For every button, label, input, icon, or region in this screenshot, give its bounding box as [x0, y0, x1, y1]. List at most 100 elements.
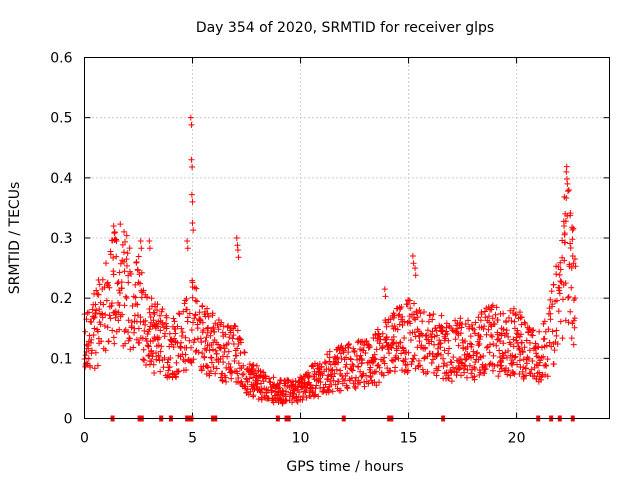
data-point: [507, 372, 514, 379]
data-point: [483, 344, 490, 351]
data-point: [412, 272, 419, 279]
data-point: [198, 339, 205, 346]
data-point: [82, 328, 89, 335]
data-point: [346, 341, 353, 348]
data-point: [365, 380, 372, 387]
data-point: [571, 324, 578, 331]
data-point: [213, 365, 220, 372]
data-point: [522, 365, 529, 372]
data-point: [505, 347, 512, 354]
data-point: [344, 370, 351, 377]
data-point: [159, 306, 166, 313]
data-point: [559, 296, 566, 303]
data-point: [183, 366, 190, 373]
data-point: [402, 356, 409, 363]
data-point: [522, 320, 529, 327]
data-point: [306, 372, 313, 379]
data-point: [487, 341, 494, 348]
data-point: [234, 370, 241, 377]
data-point: [225, 360, 232, 367]
data-point: [486, 349, 493, 356]
data-point: [366, 342, 373, 349]
data-point: [145, 343, 152, 350]
data-point: [228, 368, 235, 375]
data-point: [503, 327, 510, 334]
data-point: [395, 312, 402, 319]
data-point: [88, 350, 95, 357]
data-point: [352, 385, 359, 392]
data-point: [205, 313, 212, 320]
data-point: [123, 262, 130, 269]
data-point: [457, 315, 464, 322]
data-point: [235, 374, 242, 381]
data-point: [481, 323, 488, 330]
data-point: [570, 317, 577, 324]
data-point: [189, 319, 196, 326]
data-point: [182, 334, 189, 341]
data-point: [461, 369, 468, 376]
data-point: [179, 329, 186, 336]
data-point: [569, 226, 576, 233]
data-point: [317, 379, 324, 386]
data-point: [225, 340, 232, 347]
data-point: [435, 363, 442, 370]
data-point: [137, 314, 144, 321]
data-point: [108, 300, 115, 307]
data-point: [387, 367, 394, 374]
data-point: [514, 327, 521, 334]
data-point: [549, 328, 556, 335]
data-point: [328, 367, 335, 374]
data-point: [537, 357, 544, 364]
data-point: [135, 325, 142, 332]
data-point: [371, 356, 378, 363]
data-point: [387, 344, 394, 351]
data-point: [116, 269, 123, 276]
data-point: [512, 312, 519, 319]
data-point: [452, 336, 459, 343]
data-point: [223, 378, 230, 385]
data-point: [164, 359, 171, 366]
data-point: [194, 325, 201, 332]
data-point: [146, 351, 153, 358]
data-point: [561, 230, 568, 237]
data-point: [361, 342, 368, 349]
data-point: [529, 332, 536, 339]
data-point: [149, 353, 156, 360]
data-point: [189, 198, 196, 205]
data-point: [429, 334, 436, 341]
data-point: [396, 311, 403, 318]
data-point: [517, 314, 524, 321]
data-point: [459, 337, 466, 344]
data-point: [108, 302, 115, 309]
data-point: [257, 368, 264, 375]
data-point: [307, 381, 314, 388]
data-point: [379, 343, 386, 350]
data-point: [363, 337, 370, 344]
data-point: [570, 260, 577, 267]
data-point: [172, 373, 179, 380]
data-point: [242, 383, 249, 390]
data-point: [150, 317, 157, 324]
data-point: [434, 367, 441, 374]
data-point: [277, 396, 284, 403]
data-point: [113, 253, 120, 260]
data-point: [437, 344, 444, 351]
data-point: [359, 346, 366, 353]
data-point: [213, 350, 220, 357]
data-point: [145, 328, 152, 335]
data-point: [487, 321, 494, 328]
data-point: [100, 301, 107, 308]
data-point: [283, 388, 290, 395]
data-point: [152, 350, 159, 357]
data-point: [326, 354, 333, 361]
data-point: [176, 311, 183, 318]
data-point: [191, 336, 198, 343]
data-point: [397, 339, 404, 346]
data-point: [373, 368, 380, 375]
data-point: [355, 363, 362, 370]
data-point: [461, 351, 468, 358]
data-point: [357, 352, 364, 359]
data-point: [252, 368, 259, 375]
data-point: [526, 325, 533, 332]
